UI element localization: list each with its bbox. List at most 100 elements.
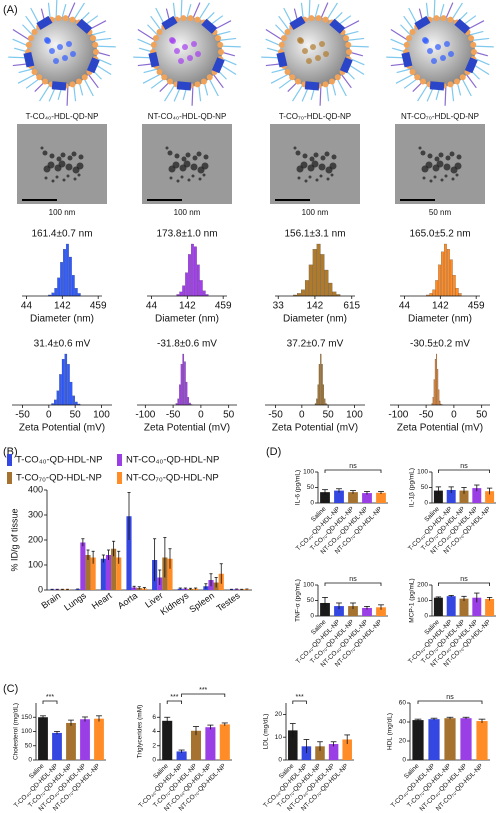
np-core — [27, 17, 97, 87]
tem-particle — [172, 161, 180, 169]
bar — [476, 721, 488, 760]
np-lipid — [156, 68, 163, 75]
bar — [94, 718, 104, 760]
histogram-bar — [193, 246, 197, 297]
significance-label: *** — [46, 694, 54, 701]
np-chain — [198, 2, 210, 21]
tem-particle — [329, 162, 337, 170]
tem-particle — [66, 174, 70, 178]
tem-particle — [176, 179, 180, 183]
bar — [320, 602, 330, 616]
np-protein — [86, 57, 100, 74]
histogram-bar — [185, 381, 188, 406]
np-chain — [292, 83, 304, 102]
np-chain — [461, 77, 472, 97]
np-lipid — [470, 41, 477, 48]
y-tick-label: 0 — [310, 500, 314, 507]
bar — [446, 596, 456, 616]
np-chain — [395, 73, 415, 84]
np-chain — [150, 15, 162, 31]
histogram-bar — [63, 249, 66, 297]
np-lipid — [31, 29, 38, 36]
bar — [459, 598, 469, 616]
y-tick-label: 50 — [307, 597, 315, 604]
bar — [301, 746, 312, 760]
np-chain — [433, 0, 436, 19]
x-tick-label: 33 — [273, 301, 285, 312]
np-protein — [23, 51, 35, 68]
np-chain — [469, 30, 484, 36]
histogram-bar — [301, 289, 305, 297]
np-qd — [66, 41, 72, 47]
bar — [376, 492, 386, 503]
np-chain — [66, 85, 69, 106]
tem-particle — [320, 155, 326, 161]
np-chain — [417, 83, 429, 102]
np-lipid — [36, 74, 43, 81]
np-chain — [390, 29, 409, 41]
tem-particle — [318, 163, 326, 171]
y-axis-label: % ID/g of tissue — [9, 508, 19, 571]
y-tick-label: 2 — [152, 742, 156, 749]
np-lipid — [69, 81, 76, 88]
tem-particle — [331, 154, 337, 160]
y-tick-label: 0 — [38, 584, 43, 594]
tem-particle — [311, 160, 319, 168]
y-tick-label: 0 — [424, 613, 428, 620]
y-tick-label: 40 — [399, 719, 407, 726]
tem-particle — [174, 153, 180, 159]
np-lipid — [152, 35, 159, 42]
tem-particle — [324, 151, 330, 157]
significance-bracket — [42, 700, 58, 704]
np-chain — [67, 2, 76, 19]
significance-bracket — [292, 700, 307, 704]
np-lipid — [25, 41, 32, 48]
np-lipid — [409, 68, 416, 75]
y-tick-label: 100 — [417, 597, 428, 604]
x-axis-label: Diameter (nm) — [408, 314, 472, 325]
y-tick-label: 20 — [399, 738, 407, 745]
np-chain — [403, 15, 415, 31]
tem-particle — [429, 179, 433, 183]
np-lipid — [167, 78, 173, 85]
legend-swatch — [7, 454, 12, 466]
np-protein — [414, 15, 431, 30]
y-axis-label: IL-1β (pg/mL) — [409, 468, 416, 507]
np-lipid — [27, 35, 34, 42]
np-chain — [22, 24, 33, 36]
x-tick-label: Aorta — [116, 590, 139, 611]
histogram-bar — [182, 353, 185, 406]
y-axis-label: HDL (mg/dL) — [387, 713, 394, 750]
x-tick-label: -50 — [15, 410, 30, 421]
x-tick-label: 100 — [346, 410, 363, 421]
np-qd — [310, 44, 316, 50]
x-axis-label: Diameter (nm) — [283, 314, 347, 325]
histogram-bar — [436, 353, 438, 406]
histogram-bar — [312, 249, 317, 297]
tem-particle — [55, 175, 59, 179]
np-chain — [270, 73, 290, 84]
y-tick-label: 100 — [303, 469, 314, 476]
tem-particle — [190, 163, 198, 171]
x-tick-label: 0 — [198, 410, 204, 421]
np-protein — [76, 18, 93, 34]
histogram-bar — [188, 254, 191, 297]
np-lipid — [161, 74, 168, 81]
np-protein — [464, 57, 478, 74]
np-protein — [51, 81, 67, 91]
histogram-bar — [332, 291, 337, 297]
x-tick-label: 459 — [215, 301, 232, 312]
np-lipid — [90, 35, 97, 42]
np-qd — [423, 38, 429, 44]
bar — [459, 490, 469, 503]
np-lipid — [329, 78, 335, 85]
histogram-bar — [187, 397, 190, 406]
x-tick-label: 50 — [223, 410, 235, 421]
tem-particle — [436, 160, 444, 168]
legend-swatch — [7, 472, 12, 484]
tem-particle — [183, 160, 191, 168]
y-tick-label: 100 — [417, 469, 428, 476]
np-chain — [55, 0, 58, 19]
np-qd — [427, 48, 433, 54]
np-chain — [180, 0, 183, 19]
